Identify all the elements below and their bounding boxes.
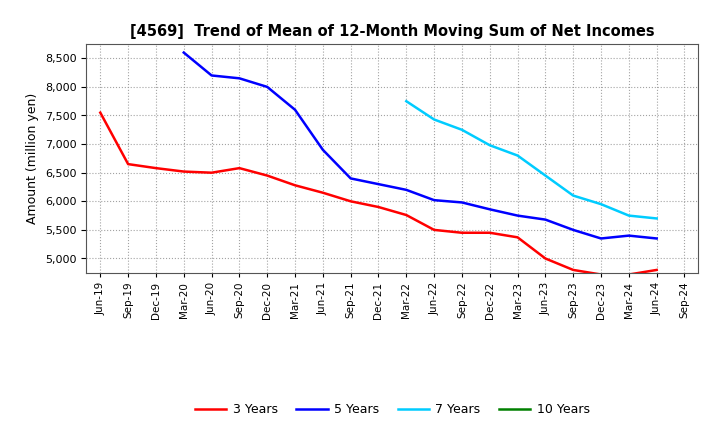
5 Years [541,217,550,222]
7 Years [624,213,633,218]
5 Years [318,147,327,152]
3 Years [652,267,661,272]
5 Years [207,73,216,78]
3 Years [513,235,522,240]
3 Years [291,183,300,188]
5 Years [374,181,383,187]
3 Years [541,256,550,261]
7 Years [430,117,438,122]
Y-axis label: Amount (million yen): Amount (million yen) [27,93,40,224]
3 Years [96,110,104,115]
3 Years [235,165,243,171]
3 Years [152,165,161,171]
3 Years [458,230,467,235]
3 Years [402,213,410,218]
Title: [4569]  Trend of Mean of 12-Month Moving Sum of Net Incomes: [4569] Trend of Mean of 12-Month Moving … [130,24,654,39]
5 Years [430,198,438,203]
7 Years [541,173,550,178]
7 Years [513,153,522,158]
3 Years [624,272,633,277]
5 Years [513,213,522,218]
3 Years [430,227,438,232]
5 Years [485,207,494,212]
7 Years [402,99,410,104]
5 Years [179,50,188,55]
5 Years [458,200,467,205]
5 Years [235,76,243,81]
Line: 5 Years: 5 Years [184,52,657,238]
7 Years [458,127,467,132]
3 Years [263,173,271,178]
3 Years [318,190,327,195]
3 Years [207,170,216,175]
Line: 7 Years: 7 Years [406,101,657,219]
Line: 3 Years: 3 Years [100,113,657,275]
5 Years [569,227,577,232]
3 Years [597,272,606,277]
3 Years [374,204,383,210]
7 Years [569,193,577,198]
3 Years [124,161,132,167]
5 Years [346,176,355,181]
5 Years [291,107,300,112]
3 Years [569,267,577,272]
3 Years [179,169,188,174]
5 Years [624,233,633,238]
5 Years [402,187,410,193]
Legend: 3 Years, 5 Years, 7 Years, 10 Years: 3 Years, 5 Years, 7 Years, 10 Years [190,398,595,421]
7 Years [652,216,661,221]
5 Years [597,236,606,241]
3 Years [485,230,494,235]
7 Years [597,202,606,207]
3 Years [346,199,355,204]
7 Years [485,143,494,148]
5 Years [263,84,271,90]
5 Years [652,236,661,241]
